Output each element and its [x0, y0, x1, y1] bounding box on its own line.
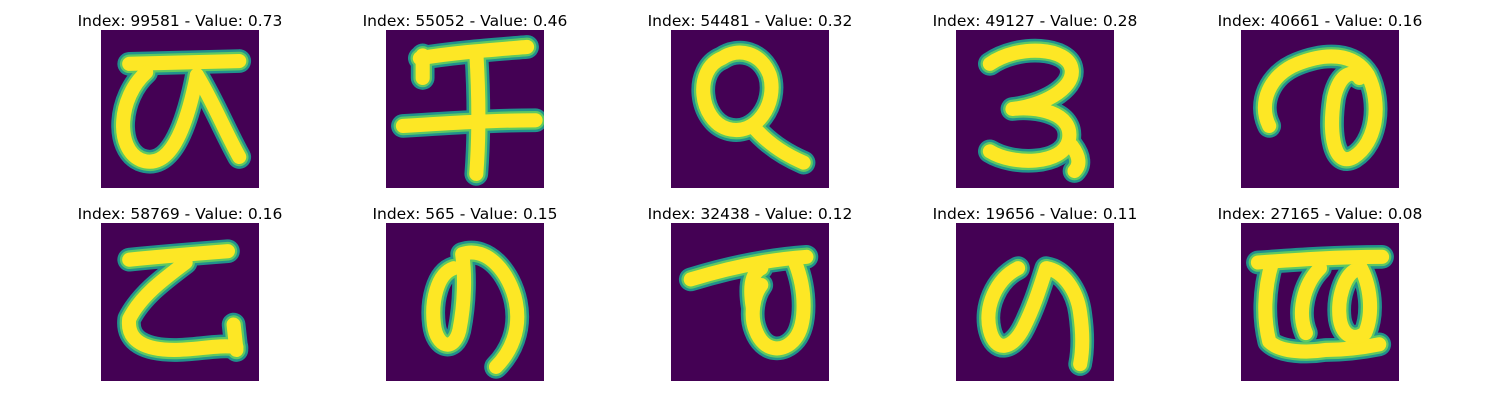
glyph-q-shape-icon	[671, 30, 829, 188]
panel: Index: 99581 - Value: 0.73	[50, 10, 310, 188]
glyph-image	[101, 30, 259, 188]
glyph-image	[1241, 223, 1399, 381]
panel: Index: 54481 - Value: 0.32	[620, 10, 880, 188]
panel: Index: 40661 - Value: 0.16	[1190, 10, 1450, 188]
panel: Index: 58769 - Value: 0.16	[50, 203, 310, 381]
glyph-image	[956, 30, 1114, 188]
glyph-three-shape-icon	[956, 30, 1114, 188]
panel-title: Index: 19656 - Value: 0.11	[932, 205, 1138, 223]
panel-title: Index: 565 - Value: 0.15	[372, 205, 558, 223]
glyph-no-shape-icon	[386, 223, 544, 381]
panel: Index: 32438 - Value: 0.12	[620, 203, 880, 381]
panel: Index: 565 - Value: 0.15	[335, 203, 595, 381]
panel-title: Index: 99581 - Value: 0.73	[77, 12, 283, 30]
glyph-image	[386, 30, 544, 188]
glyph-te-loop-icon	[671, 223, 829, 381]
glyph-image	[101, 223, 259, 381]
glyph-ro-loop-icon	[1241, 30, 1399, 188]
glyph-ko-shape-icon	[101, 223, 259, 381]
glyph-image	[386, 223, 544, 381]
glyph-image	[956, 223, 1114, 381]
glyph-image	[1241, 30, 1399, 188]
panel-title: Index: 58769 - Value: 0.16	[77, 205, 283, 223]
panel: Index: 55052 - Value: 0.46	[335, 10, 595, 188]
glyph-cross-bars-icon	[386, 30, 544, 188]
glyph-no-shape-2-icon	[956, 223, 1114, 381]
glyph-curl-loop-icon	[101, 30, 259, 188]
panel-title: Index: 55052 - Value: 0.46	[362, 12, 568, 30]
panel: Index: 27165 - Value: 0.08	[1190, 203, 1450, 381]
panel-title: Index: 27165 - Value: 0.08	[1217, 205, 1423, 223]
panel: Index: 19656 - Value: 0.11	[905, 203, 1165, 381]
panel-title: Index: 32438 - Value: 0.12	[647, 205, 853, 223]
glyph-image	[671, 30, 829, 188]
panel: Index: 49127 - Value: 0.28	[905, 10, 1165, 188]
panel-title: Index: 40661 - Value: 0.16	[1217, 12, 1423, 30]
panel-title: Index: 49127 - Value: 0.28	[932, 12, 1138, 30]
panel-title: Index: 54481 - Value: 0.32	[647, 12, 853, 30]
glyph-sa-shape-icon	[1241, 223, 1399, 381]
glyph-image	[671, 223, 829, 381]
